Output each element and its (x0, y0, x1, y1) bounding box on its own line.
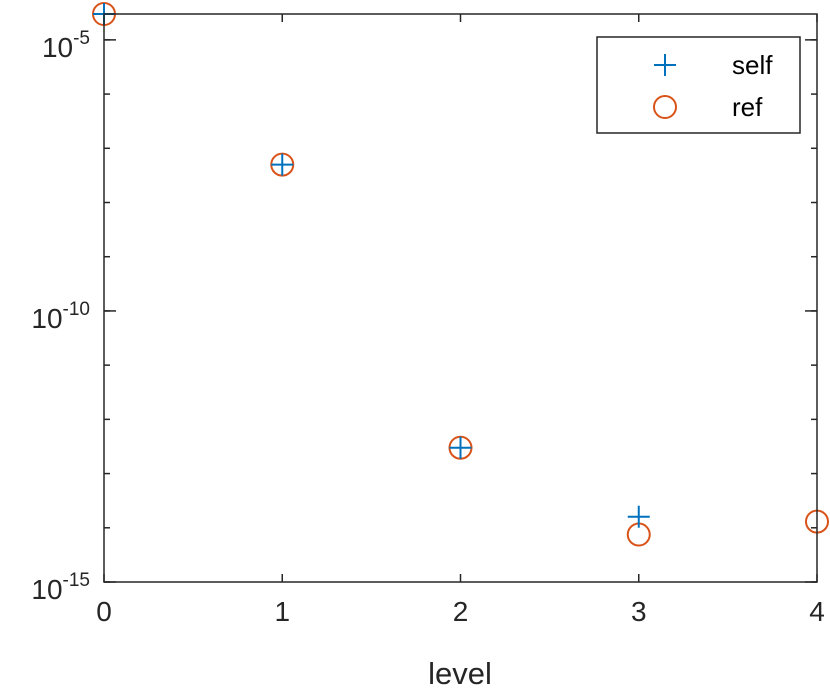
legend-entries: self ref (653, 50, 773, 122)
y-tick-label: 10-15 (31, 570, 90, 605)
ticks-layer: 0 1 2 3 4 10-15 10-10 10-5 (31, 14, 825, 627)
legend-label-ref: ref (732, 92, 763, 122)
legend-marker-ref (653, 95, 677, 119)
legend-label-self: self (732, 50, 773, 80)
data-point-self-3 (627, 505, 650, 528)
x-tick-label: 1 (274, 596, 290, 627)
x-tick-label: 2 (453, 596, 469, 627)
x-tick-label: 3 (631, 596, 647, 627)
legend-box (596, 36, 801, 134)
y-tick-label: 10-10 (31, 299, 90, 334)
data-point-self-1 (271, 153, 294, 176)
points-layer (92, 2, 829, 547)
y-tick-label: 10-5 (42, 28, 90, 63)
x-axis-title: level (428, 656, 492, 691)
data-point-self-2 (449, 436, 472, 459)
legend-marker-self (654, 54, 676, 76)
plot-frame (103, 13, 818, 583)
legend: self ref (596, 36, 801, 134)
x-tick-label: 0 (96, 596, 112, 627)
x-tick-label: 4 (809, 596, 825, 627)
